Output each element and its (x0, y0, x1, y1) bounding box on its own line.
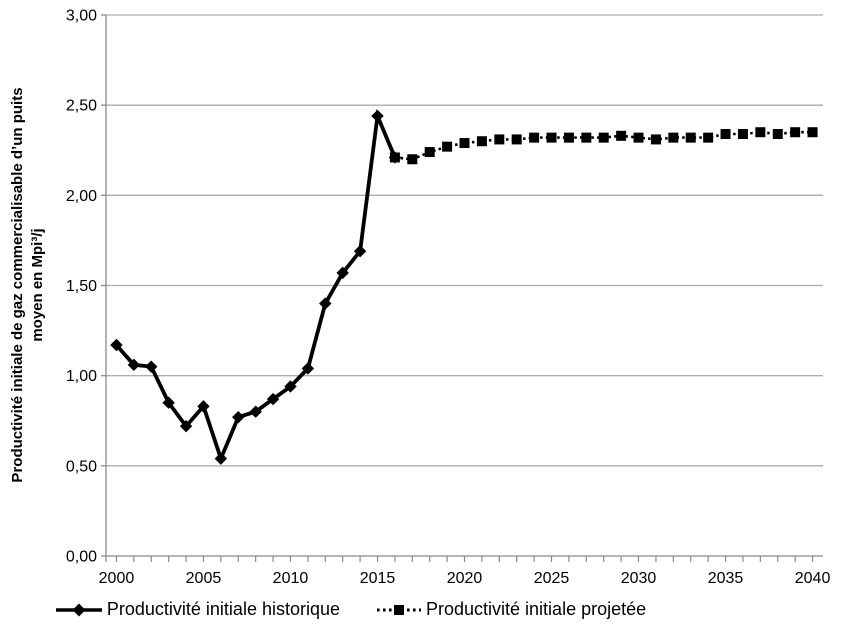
data-point-diamond (336, 266, 349, 280)
data-point-square (442, 141, 453, 152)
y-tick-label: 3,00 (66, 8, 97, 25)
data-point-square (755, 127, 766, 138)
data-point-diamond (179, 419, 193, 433)
data-point-diamond (232, 410, 245, 424)
y-tick-label: 2,00 (66, 188, 97, 205)
legend-label-projetee: Productivité initiale projetée (426, 599, 647, 619)
data-point-diamond (197, 400, 210, 413)
data-point-square (650, 134, 661, 145)
data-point-square (772, 129, 783, 140)
data-point-diamond (301, 362, 315, 375)
y-tick-label: 1,00 (66, 368, 97, 385)
data-point-diamond (353, 245, 367, 258)
data-point-square (563, 132, 574, 143)
data-point-square (616, 130, 627, 141)
data-point-square (598, 132, 609, 143)
data-point-square (807, 127, 818, 138)
data-point-diamond (371, 109, 384, 123)
data-point-square (459, 138, 470, 149)
x-tick-label: 2015 (360, 570, 396, 587)
y-axis-title-line-2: moyen en Mpi³/j (28, 228, 46, 342)
data-point-square (581, 132, 592, 143)
data-point-diamond (214, 452, 228, 465)
data-point-square (790, 127, 801, 138)
legend-marker-dotted-square-icon (377, 604, 421, 615)
data-point-square (494, 134, 505, 145)
data-point-diamond (319, 297, 332, 310)
x-tick-label: 2035 (708, 570, 744, 587)
x-tick-label: 2025 (534, 570, 570, 587)
y-tick-label: 1,50 (66, 278, 97, 295)
data-point-square (511, 134, 522, 145)
y-axis-title: Productivité initiale de gaz commerciali… (8, 5, 48, 565)
data-point-square (389, 152, 400, 163)
data-point-diamond (110, 338, 123, 352)
data-point-diamond (145, 360, 158, 373)
y-tick-label: 0,00 (66, 549, 97, 566)
x-tick-label: 2030 (621, 570, 657, 587)
data-point-square (529, 132, 540, 143)
legend-item-historique: Productivité initiale historique (55, 599, 340, 620)
data-point-diamond (249, 405, 262, 418)
data-point-square (407, 154, 418, 165)
data-point-square (424, 147, 435, 158)
data-point-square (633, 132, 644, 143)
data-point-diamond (266, 392, 280, 406)
data-point-diamond (284, 380, 297, 393)
legend-item-projetee: Productivité initiale projetée (376, 599, 646, 620)
x-tick-label: 2010 (273, 570, 309, 587)
data-point-square (685, 132, 696, 143)
x-tick-label: 2020 (447, 570, 483, 587)
data-point-square (668, 132, 679, 143)
data-point-square (720, 129, 731, 140)
legend-label-historique: Productivité initiale historique (106, 599, 340, 619)
data-point-square (546, 132, 557, 143)
y-tick-label: 2,50 (66, 98, 97, 115)
x-tick-label: 2000 (99, 570, 135, 587)
data-point-square (476, 136, 487, 147)
x-tick-label: 2040 (795, 570, 831, 587)
data-point-diamond (127, 358, 141, 372)
legend-marker-solid-diamond-icon (55, 603, 102, 616)
y-axis-title-line-1: Productivité initiale de gaz commerciali… (9, 87, 26, 483)
legend: Productivité initiale historique Product… (0, 599, 846, 620)
data-point-square (703, 132, 714, 143)
data-point-square (737, 129, 748, 140)
data-point-diamond (162, 396, 175, 409)
y-tick-label: 0,50 (66, 458, 97, 475)
x-tick-label: 2005 (186, 570, 222, 587)
